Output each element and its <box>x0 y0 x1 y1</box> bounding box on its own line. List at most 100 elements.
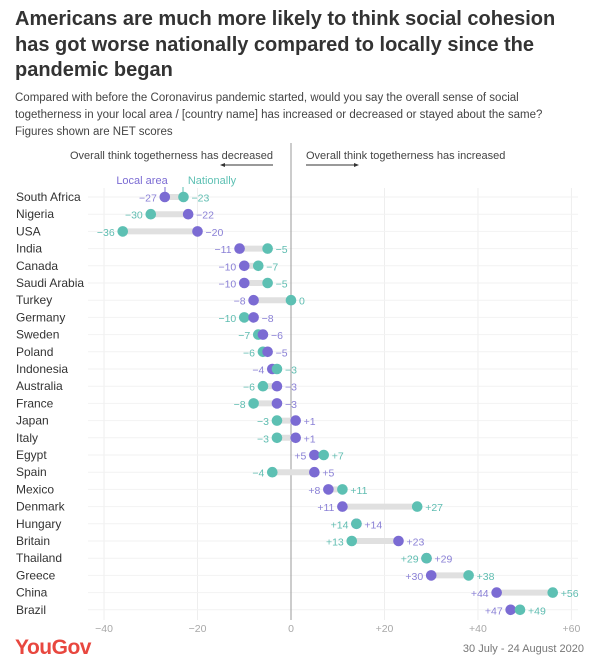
dot-nationally <box>547 587 559 598</box>
dot-nationally <box>285 294 297 306</box>
value-label-local-area: −4 <box>252 365 264 377</box>
value-label-local-area: −27 <box>139 193 157 205</box>
value-label-local-area: −3 <box>285 382 297 394</box>
dot-local-area <box>393 535 404 547</box>
value-label-nationally: +7 <box>332 451 344 463</box>
dot-nationally <box>257 380 269 392</box>
country-label: Australia <box>16 379 63 393</box>
country-label: Indonesia <box>16 362 68 376</box>
x-tick-label: 0 <box>288 623 294 635</box>
dot-nationally <box>238 312 250 323</box>
right-arrow-icon <box>306 163 359 167</box>
value-label-local-area: −3 <box>285 399 297 411</box>
country-label: Canada <box>16 259 58 273</box>
dot-nationally <box>252 260 264 272</box>
value-label-local-area: −5 <box>276 347 288 359</box>
dot-nationally <box>117 226 129 237</box>
dot-local-area <box>309 466 320 478</box>
value-label-nationally: −3 <box>257 433 269 445</box>
country-label: China <box>16 586 48 600</box>
value-label-nationally: +14 <box>331 519 349 531</box>
dot-local-area <box>234 243 245 254</box>
value-label-local-area: −6 <box>271 330 283 342</box>
value-label-local-area: +23 <box>407 537 425 549</box>
value-label-nationally: +27 <box>425 502 443 514</box>
country-label: Denmark <box>16 500 66 514</box>
country-label: Hungary <box>16 517 61 531</box>
dot-local-area <box>323 484 334 495</box>
legend-nationally: Nationally <box>188 175 237 187</box>
fieldwork-date: 30 July - 24 August 2020 <box>462 643 584 655</box>
value-label-nationally: +49 <box>528 605 546 617</box>
dot-local-area <box>309 449 320 461</box>
dot-nationally <box>267 466 278 478</box>
legend-local-area: Local area <box>116 175 168 187</box>
dot-nationally <box>271 415 283 426</box>
country-label: Mexico <box>16 482 54 496</box>
chart-subtitle: Compared with before the Coronavirus pan… <box>15 90 542 141</box>
dot-local-area <box>159 191 171 203</box>
x-tick-label: −40 <box>95 623 113 635</box>
x-tick-label: +40 <box>469 623 487 635</box>
country-label: Saudi Arabia <box>16 276 84 290</box>
dot-local-area <box>290 432 301 444</box>
dot-local-area <box>271 380 283 392</box>
value-label-nationally: 0 <box>299 296 305 308</box>
dot-nationally <box>351 518 362 530</box>
country-label: Nigeria <box>16 207 54 221</box>
x-tick-label: −20 <box>189 623 207 635</box>
dot-nationally <box>262 277 273 289</box>
value-label-nationally: −30 <box>125 210 143 222</box>
country-label: South Africa <box>16 190 81 204</box>
value-label-local-area: +44 <box>471 588 489 600</box>
dot-nationally <box>248 398 259 409</box>
value-label-local-area: +30 <box>405 571 423 583</box>
dot-nationally <box>411 501 423 512</box>
dot-local-area <box>425 570 437 581</box>
dot-nationally <box>178 191 189 203</box>
x-axis-tick-labels: −40 −20 0 +20 +40 +60 <box>95 623 580 635</box>
value-label-nationally: −6 <box>243 382 255 394</box>
decreased-direction-label: Overall think togetherness has decreased <box>70 150 273 162</box>
country-label: Britain <box>16 534 50 548</box>
value-label-nationally: +38 <box>477 571 495 583</box>
chart-title: Americans are much more likely to think … <box>15 7 555 84</box>
yougov-logo: YouGov <box>15 636 91 659</box>
country-label: Japan <box>16 414 49 428</box>
dot-nationally <box>346 535 358 547</box>
dot-local-area <box>238 260 250 272</box>
dot-local-area <box>262 346 273 358</box>
dot-local-area <box>248 312 259 323</box>
x-tick-label: +20 <box>376 623 394 635</box>
country-label: Greece <box>16 568 56 582</box>
country-label: USA <box>16 224 41 238</box>
value-label-nationally: +29 <box>401 554 419 566</box>
dot-nationally <box>337 484 348 495</box>
increased-direction-label: Overall think togetherness has increased <box>306 150 505 162</box>
value-label-local-area: −10 <box>218 279 236 291</box>
value-label-nationally: −6 <box>243 347 255 359</box>
country-label: Thailand <box>16 551 62 565</box>
dot-local-area <box>238 277 250 289</box>
value-label-local-area: +47 <box>485 605 503 617</box>
value-label-local-area: +1 <box>304 433 316 445</box>
dot-local-area <box>505 604 516 616</box>
value-label-local-area: −22 <box>196 210 214 222</box>
dot-nationally <box>145 208 157 220</box>
value-label-nationally: −5 <box>276 279 288 291</box>
dot-local-area <box>192 226 203 237</box>
value-label-nationally: +13 <box>326 537 344 549</box>
dot-local-area <box>248 294 259 306</box>
value-label-nationally: −3 <box>257 416 269 428</box>
value-label-nationally: −7 <box>238 330 250 342</box>
chart-title-line: Americans are much more likely to think … <box>15 8 556 30</box>
dot-local-area <box>182 208 194 220</box>
dot-nationally <box>262 243 273 254</box>
country-label: Egypt <box>16 448 47 462</box>
dot-nationally <box>421 552 432 564</box>
value-label-local-area: +5 <box>294 451 306 463</box>
value-label-local-area: +14 <box>364 519 382 531</box>
country-label: Poland <box>16 345 53 359</box>
grid-layer <box>88 188 578 620</box>
